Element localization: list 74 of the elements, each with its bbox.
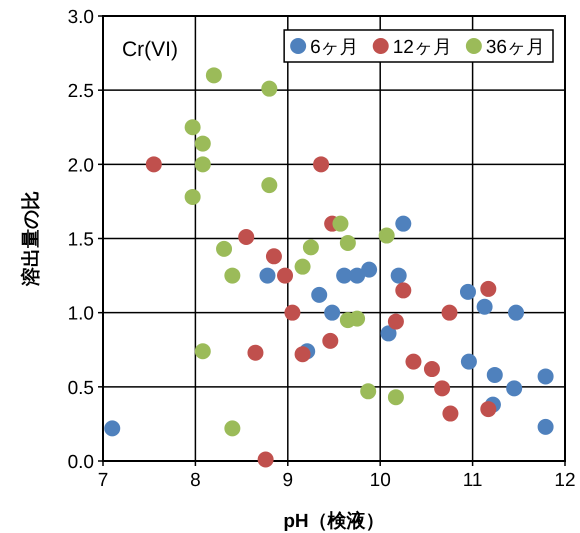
point [395, 216, 412, 232]
point [486, 366, 503, 383]
point [302, 239, 319, 256]
annotation: Cr(VI) [122, 38, 178, 61]
point [216, 240, 232, 257]
point [259, 268, 276, 284]
x-tick-label: 11 [462, 470, 482, 491]
x-tick-label: 12 [554, 470, 576, 491]
point [395, 282, 412, 298]
point [442, 406, 458, 422]
point [194, 343, 211, 360]
point [332, 216, 348, 232]
y-tick-label: 2.0 [68, 155, 94, 176]
point [380, 325, 397, 342]
point [206, 67, 222, 84]
point [194, 136, 211, 152]
y-tick-label: 0.5 [68, 378, 94, 399]
point [424, 361, 440, 378]
point [194, 156, 211, 172]
point [261, 177, 278, 194]
legend-label: 12ヶ月 [392, 37, 452, 58]
point [311, 286, 328, 303]
point [277, 268, 294, 284]
x-tick-label: 7 [98, 470, 108, 491]
point [476, 298, 493, 315]
point [538, 418, 554, 435]
legend-label: 6ヶ月 [310, 37, 359, 58]
point [506, 380, 522, 396]
point [508, 304, 524, 321]
point [405, 354, 422, 370]
point [378, 228, 395, 244]
point [538, 368, 554, 384]
x-tick-label: 9 [282, 470, 294, 491]
point [313, 156, 330, 172]
point [336, 268, 352, 284]
point [480, 280, 496, 297]
y-tick-label: 1.5 [68, 230, 94, 250]
y-tick-label: 2.5 [68, 81, 94, 102]
x-axis-title: pH（検液） [283, 510, 385, 532]
point [460, 354, 477, 370]
point [390, 268, 407, 284]
y-axis-title: 溶出量の比 [20, 191, 42, 287]
point [294, 258, 311, 275]
point [442, 304, 458, 321]
point [480, 401, 496, 418]
point [184, 119, 201, 136]
point [460, 284, 476, 300]
point [224, 420, 240, 436]
point [349, 268, 366, 284]
point [184, 188, 201, 205]
point [294, 346, 311, 362]
point [388, 314, 404, 330]
legend-label: 36ヶ月 [486, 37, 545, 58]
point [104, 420, 120, 436]
x-tick-label: 10 [370, 470, 391, 491]
point [434, 380, 450, 396]
point [146, 156, 162, 172]
y-tick-label: 0.0 [68, 452, 94, 473]
point [322, 332, 338, 349]
point [224, 268, 240, 284]
point [247, 344, 264, 361]
x-tick-label: 8 [190, 470, 201, 491]
point [360, 383, 376, 400]
point [388, 389, 404, 406]
point [284, 304, 300, 321]
y-tick-label: 1.0 [68, 304, 94, 325]
point [324, 304, 340, 321]
point [361, 262, 378, 278]
point [258, 452, 274, 468]
point [340, 234, 356, 251]
y-tick-label: 3.0 [68, 7, 94, 28]
point [261, 80, 278, 97]
point [266, 248, 282, 264]
point [238, 229, 254, 246]
